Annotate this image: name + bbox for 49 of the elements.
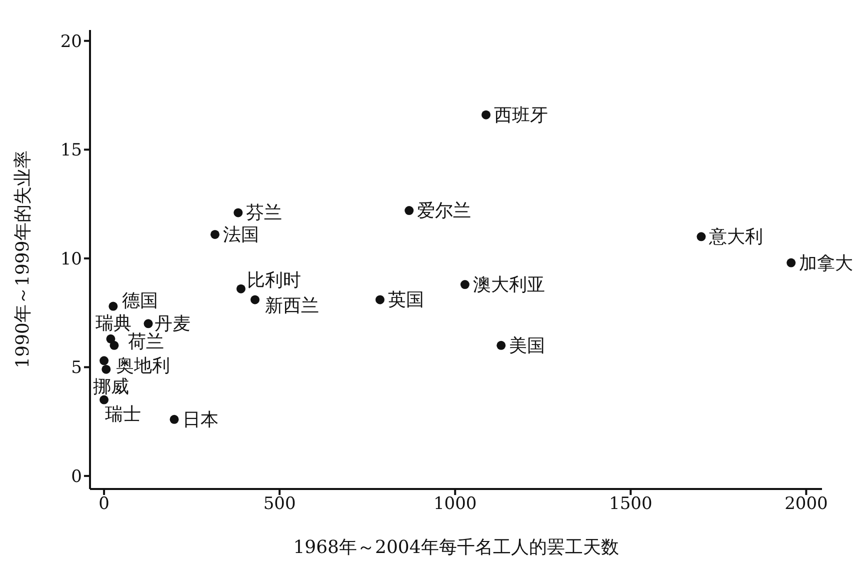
point (482, 110, 491, 120)
data-label: 挪威 (93, 376, 130, 398)
data-label: 意大利 (708, 226, 764, 248)
point (100, 395, 109, 404)
y-tick-label: 10 (60, 249, 82, 270)
point (106, 334, 116, 344)
data-label: 荷兰 (128, 331, 164, 352)
x-tick-label: 2000 (784, 494, 828, 514)
point (250, 295, 260, 304)
data-label: 法国 (222, 224, 259, 246)
data-label: 西班牙 (494, 104, 548, 126)
y-tick-label: 15 (60, 140, 82, 161)
data-label: 美国 (509, 335, 546, 356)
point (100, 356, 109, 366)
data-label: 日本 (182, 409, 218, 430)
point (108, 302, 118, 311)
data-label: 英国 (388, 290, 424, 311)
data-label: 加拿大 (799, 252, 854, 274)
data-label: 澳大利亚 (472, 274, 545, 296)
data-label: 瑞士 (105, 404, 142, 425)
point (375, 295, 384, 304)
data-label: 新西兰 (265, 296, 320, 317)
point (236, 284, 246, 294)
point (234, 208, 243, 218)
point (496, 340, 506, 350)
data-label: 爱尔兰 (417, 200, 472, 222)
data-label: 比利时 (246, 270, 301, 291)
x-tick-label: 1000 (433, 494, 477, 514)
point (144, 319, 153, 328)
point (786, 258, 796, 268)
x-tick-label: 0 (98, 494, 110, 514)
data-label: 奥地利 (116, 356, 170, 377)
point (102, 364, 111, 374)
point (170, 414, 179, 424)
point (210, 230, 220, 239)
point (110, 340, 119, 350)
data-label: 芬兰 (246, 202, 282, 224)
point (696, 232, 706, 242)
data-label: 德国 (122, 290, 158, 312)
x-axis-title: 1968年～2004年每千名工人的罢工天数 (293, 537, 619, 558)
data-label: 瑞典 (96, 312, 132, 334)
y-tick-label: 0 (71, 466, 82, 487)
x-tick-label: 1500 (609, 494, 652, 514)
point (460, 280, 470, 290)
point (404, 206, 414, 216)
y-tick-label: 5 (71, 358, 82, 378)
y-tick-label: 20 (60, 32, 82, 52)
y-axis-title: 1990年～1999年的失业率 (12, 150, 34, 368)
x-tick-label: 500 (263, 494, 296, 514)
